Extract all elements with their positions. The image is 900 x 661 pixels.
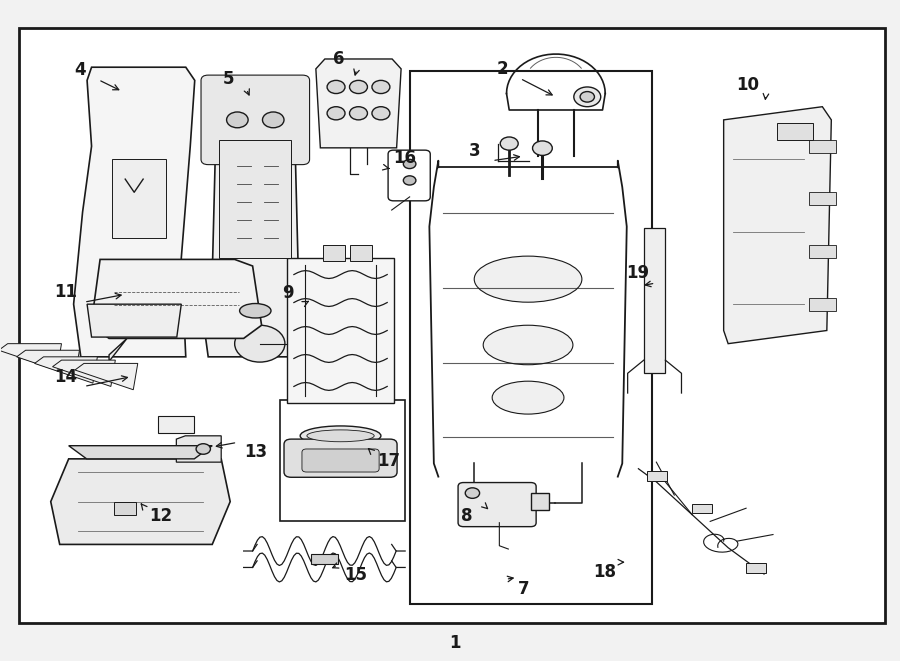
Text: 16: 16 bbox=[392, 149, 416, 167]
Text: 19: 19 bbox=[626, 264, 649, 282]
Bar bbox=[220, 139, 292, 258]
Polygon shape bbox=[16, 350, 79, 377]
Ellipse shape bbox=[474, 256, 582, 302]
Circle shape bbox=[403, 176, 416, 185]
Bar bbox=[349, 245, 372, 261]
Bar bbox=[644, 229, 665, 373]
Text: 7: 7 bbox=[518, 580, 529, 598]
Ellipse shape bbox=[239, 303, 271, 318]
Bar bbox=[158, 416, 194, 432]
Text: 2: 2 bbox=[496, 59, 508, 77]
Polygon shape bbox=[0, 344, 61, 370]
FancyBboxPatch shape bbox=[302, 449, 379, 472]
Circle shape bbox=[465, 488, 480, 498]
Bar bbox=[809, 192, 836, 206]
Text: 4: 4 bbox=[75, 61, 86, 79]
Text: 14: 14 bbox=[54, 368, 77, 385]
Text: 18: 18 bbox=[593, 563, 616, 581]
Ellipse shape bbox=[301, 426, 381, 446]
Text: 9: 9 bbox=[282, 284, 293, 302]
Bar bbox=[280, 400, 405, 522]
Text: 10: 10 bbox=[736, 76, 760, 94]
Circle shape bbox=[372, 81, 390, 94]
Bar bbox=[809, 245, 836, 258]
FancyBboxPatch shape bbox=[284, 439, 397, 477]
Bar bbox=[310, 555, 338, 564]
Ellipse shape bbox=[492, 381, 564, 414]
Polygon shape bbox=[316, 59, 401, 148]
Circle shape bbox=[349, 106, 367, 120]
Circle shape bbox=[533, 141, 553, 155]
Bar bbox=[112, 159, 166, 239]
Polygon shape bbox=[109, 338, 127, 362]
Ellipse shape bbox=[483, 325, 573, 365]
FancyBboxPatch shape bbox=[458, 483, 536, 527]
Circle shape bbox=[580, 92, 595, 102]
Polygon shape bbox=[50, 459, 230, 545]
Polygon shape bbox=[34, 357, 97, 383]
Circle shape bbox=[372, 106, 390, 120]
Text: 11: 11 bbox=[55, 284, 77, 301]
FancyBboxPatch shape bbox=[201, 75, 310, 165]
Polygon shape bbox=[74, 67, 194, 357]
Polygon shape bbox=[68, 446, 212, 459]
Circle shape bbox=[327, 81, 345, 94]
Circle shape bbox=[574, 87, 600, 106]
Circle shape bbox=[263, 112, 284, 128]
Bar bbox=[322, 245, 345, 261]
Polygon shape bbox=[176, 436, 221, 462]
Bar bbox=[647, 471, 667, 481]
Bar bbox=[692, 504, 712, 514]
Ellipse shape bbox=[307, 430, 374, 442]
Text: 17: 17 bbox=[377, 452, 400, 470]
Polygon shape bbox=[75, 364, 138, 390]
Text: 6: 6 bbox=[333, 50, 345, 68]
Circle shape bbox=[500, 137, 518, 150]
Bar bbox=[531, 493, 549, 510]
Bar bbox=[778, 123, 814, 139]
Text: 13: 13 bbox=[244, 444, 267, 461]
Bar bbox=[746, 563, 766, 572]
Bar bbox=[287, 258, 394, 403]
Text: 1: 1 bbox=[449, 634, 460, 652]
Polygon shape bbox=[203, 81, 307, 357]
Text: 5: 5 bbox=[222, 70, 234, 88]
Circle shape bbox=[403, 159, 416, 169]
FancyBboxPatch shape bbox=[388, 150, 430, 201]
Circle shape bbox=[227, 112, 248, 128]
Bar bbox=[809, 139, 836, 153]
Text: 3: 3 bbox=[468, 142, 480, 160]
Circle shape bbox=[235, 325, 285, 362]
Polygon shape bbox=[52, 360, 115, 387]
Circle shape bbox=[327, 106, 345, 120]
Circle shape bbox=[196, 444, 211, 454]
Polygon shape bbox=[91, 259, 262, 338]
Text: 8: 8 bbox=[462, 507, 472, 525]
Bar bbox=[113, 502, 136, 515]
Bar bbox=[410, 71, 652, 603]
Text: 15: 15 bbox=[345, 566, 367, 584]
Polygon shape bbox=[87, 304, 181, 337]
Bar bbox=[809, 297, 836, 311]
Polygon shape bbox=[724, 106, 832, 344]
Circle shape bbox=[349, 81, 367, 94]
Text: 12: 12 bbox=[149, 507, 173, 525]
